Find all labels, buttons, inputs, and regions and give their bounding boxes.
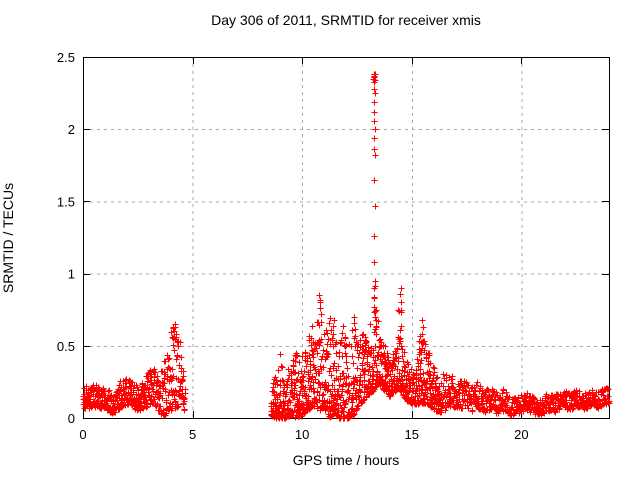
data-points (80, 71, 613, 422)
x-tick-label: 15 (405, 427, 419, 442)
y-tick-label: 0.5 (57, 339, 75, 354)
x-tick-label: 0 (79, 427, 86, 442)
x-tick-label: 5 (189, 427, 196, 442)
x-tick-label: 10 (295, 427, 309, 442)
x-tick-label: 20 (514, 427, 528, 442)
y-axis-label: SRMTID / TECUs (0, 182, 16, 294)
y-tick-label: 2 (68, 122, 75, 137)
y-tick-label: 1 (68, 267, 75, 282)
y-tick-label: 0 (68, 411, 75, 426)
y-tick-label: 1.5 (57, 194, 75, 209)
x-axis-label: GPS time / hours (292, 452, 400, 468)
chart-title: Day 306 of 2011, SRMTID for receiver xmi… (211, 12, 481, 28)
y-tick-label: 2.5 (57, 50, 75, 65)
